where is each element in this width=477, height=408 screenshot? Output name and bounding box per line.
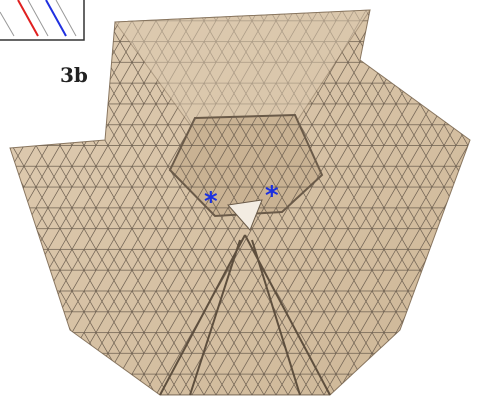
figure-label: 3b: [60, 63, 88, 87]
marker: *: [265, 181, 279, 211]
folded-paper: [9, 9, 471, 396]
marker: *: [204, 187, 218, 217]
inset-diagram: [0, 0, 85, 41]
